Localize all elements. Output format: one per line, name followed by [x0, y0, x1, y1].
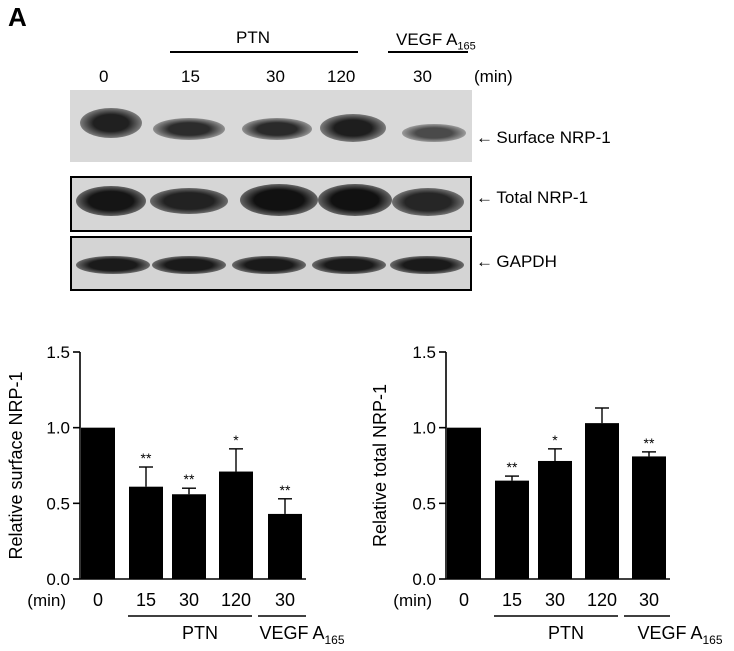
- blot-time-0: 0: [99, 67, 109, 86]
- significance-marker: **: [184, 471, 195, 487]
- x-tick-label: 30: [275, 590, 295, 610]
- y-tick-label: 0.0: [46, 570, 70, 589]
- bar: [495, 480, 529, 579]
- blot-surface-nrp1: [70, 90, 472, 162]
- group-label-vegf-sub: 165: [325, 633, 345, 647]
- x-unit-label: (min): [27, 591, 66, 610]
- row-label-total-text: Total NRP-1: [496, 188, 589, 207]
- y-tick-label: 0.5: [412, 494, 436, 513]
- x-tick-label: 120: [587, 590, 617, 610]
- bar: [129, 486, 163, 579]
- x-tick-label: 30: [639, 590, 659, 610]
- x-unit-label: (min): [393, 591, 432, 610]
- y-tick-label: 1.0: [412, 419, 436, 438]
- band-gapdh-30: [232, 256, 306, 274]
- band-gapdh-0: [76, 256, 150, 274]
- y-tick-label: 1.5: [412, 343, 436, 362]
- significance-marker: *: [552, 432, 558, 448]
- x-tick-label: 30: [179, 590, 199, 610]
- group-label-vegf-text: VEGF A: [637, 623, 702, 643]
- y-tick-label: 1.5: [46, 343, 70, 362]
- significance-marker: **: [507, 459, 518, 475]
- bar: [219, 471, 253, 579]
- group-label-vegf-sub: 165: [703, 633, 723, 647]
- band-surface-15: [153, 118, 225, 140]
- significance-marker: **: [280, 482, 291, 498]
- band-surface-vegf: [402, 124, 466, 142]
- group-label-vegf: VEGF A165: [637, 623, 722, 647]
- y-tick-label: 0.5: [46, 494, 70, 513]
- y-axis-label: Relative surface NRP-1: [6, 371, 26, 559]
- bar: [585, 423, 619, 579]
- band-total-15: [150, 188, 228, 214]
- band-gapdh-15: [152, 256, 226, 274]
- row-label-gapdh: ← GAPDH: [476, 252, 557, 271]
- x-tick-label: 120: [221, 590, 251, 610]
- blot-total-nrp1: [70, 176, 472, 232]
- band-surface-30: [242, 118, 312, 140]
- group-label-ptn: PTN: [548, 623, 584, 643]
- bar: [447, 427, 481, 579]
- significance-marker: *: [233, 432, 239, 448]
- group-label-vegf-text: VEGF A: [259, 623, 324, 643]
- band-gapdh-120: [312, 256, 386, 274]
- panel-label: A: [8, 2, 27, 32]
- group-label-vegf: VEGF A165: [259, 623, 344, 647]
- blot-gapdh: [70, 236, 472, 291]
- chart-total-nrp1: 0.0 0.5 1.0 1.5 Relative total NRP-1 0 ** 15 * 30…: [370, 343, 723, 647]
- row-label-surface: ← Surface NRP-1: [476, 128, 611, 147]
- bar: [172, 494, 206, 579]
- y-tick-label: 0.0: [412, 570, 436, 589]
- x-tick-label: 15: [136, 590, 156, 610]
- band-total-vegf: [392, 188, 464, 216]
- band-total-30: [240, 184, 318, 216]
- blot-time-vegf-30: 30: [413, 67, 432, 86]
- blot-header-vegf-sub: 165: [457, 40, 476, 53]
- bar: [538, 460, 572, 579]
- group-label-ptn: PTN: [182, 623, 218, 643]
- blot-header-vegf-text: VEGF A: [396, 30, 458, 49]
- x-tick-label: 15: [502, 590, 522, 610]
- blot-time-unit: (min): [474, 67, 513, 86]
- x-tick-label: 0: [93, 590, 103, 610]
- blot-time-120: 120: [327, 67, 356, 86]
- y-tick-label: 1.0: [46, 419, 70, 438]
- row-label-total: ← Total NRP-1: [476, 188, 589, 207]
- bar: [81, 427, 115, 579]
- x-tick-label: 0: [459, 590, 469, 610]
- bar: [632, 456, 666, 579]
- band-total-0: [76, 186, 146, 216]
- band-surface-0: [80, 108, 142, 138]
- band-total-120: [318, 184, 392, 216]
- blot-header-ptn: PTN: [236, 28, 270, 47]
- blot-time-15: 15: [181, 67, 200, 86]
- row-label-gapdh-text: GAPDH: [496, 252, 557, 271]
- bar: [268, 513, 302, 579]
- blot-vegf-line: [388, 51, 468, 53]
- band-gapdh-vegf: [390, 256, 464, 274]
- blot-ptn-line: [170, 51, 358, 53]
- band-surface-120: [320, 114, 386, 142]
- x-tick-label: 30: [545, 590, 565, 610]
- blot-header-vegf: VEGF A165: [396, 30, 476, 52]
- row-label-surface-text: Surface NRP-1: [496, 128, 611, 147]
- y-axis-label: Relative total NRP-1: [370, 384, 390, 547]
- chart-surface-nrp1: 0.0 0.5 1.0 1.5 Relative surface NRP-1 0 ** 15 *…: [6, 343, 345, 647]
- significance-marker: **: [644, 435, 655, 451]
- blot-time-30: 30: [266, 67, 285, 86]
- significance-marker: **: [141, 450, 152, 466]
